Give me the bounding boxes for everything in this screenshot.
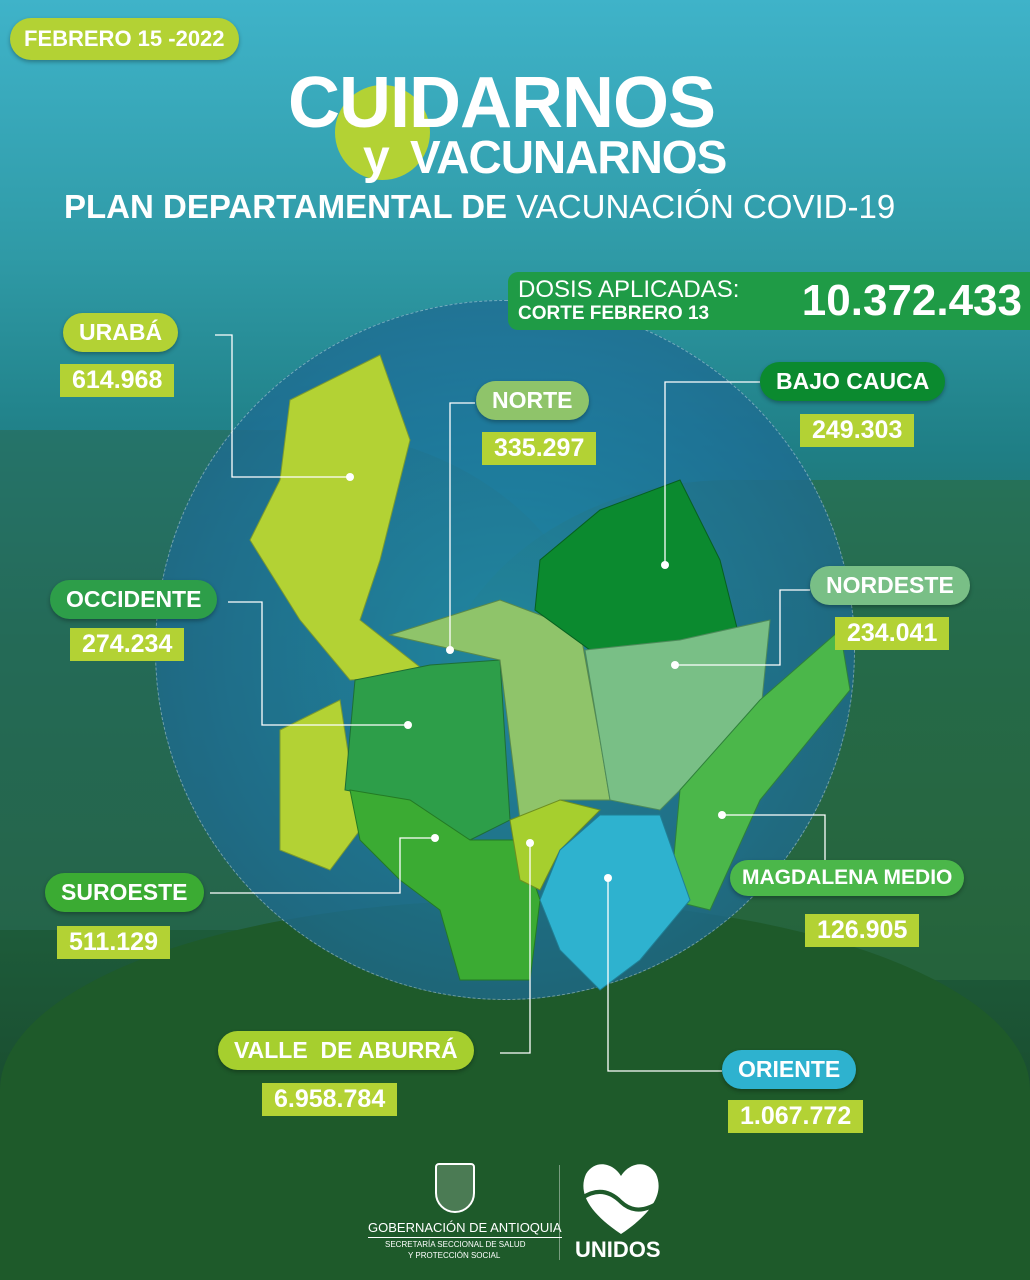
total-cutoff: CORTE FEBRERO 13 [518, 303, 710, 324]
region-value-suroeste: 511.129 [57, 926, 170, 959]
region-bajo-cauca [534, 479, 741, 651]
region-value-uraba: 614.968 [60, 364, 175, 397]
region-value-bajo-cauca: 249.303 [800, 414, 915, 447]
region-label-suroeste: SUROESTE [45, 873, 204, 912]
region-value-magdalena-medio: 126.905 [805, 914, 920, 947]
subtitle-bold: PLAN DEPARTAMENTAL DE [64, 188, 508, 225]
region-label-bajo-cauca: BAJO CAUCA [760, 362, 946, 401]
title-circle [335, 85, 430, 180]
region-label-uraba: URABÁ [63, 313, 179, 352]
title-line1: CUIDARNOS [288, 63, 716, 143]
gov-proteccion: Y PROTECCIÓN SOCIAL [408, 1251, 501, 1260]
total-label: DOSIS APLICADAS: [518, 276, 740, 303]
region-value-occidente: 274.234 [70, 628, 185, 661]
region-value-nordeste: 234.041 [835, 617, 950, 650]
subtitle: PLAN DEPARTAMENTAL DE VACUNACIÓN COVID-1… [64, 188, 895, 226]
region-oriente [539, 814, 691, 991]
region-value-valle-aburra: 6.958.784 [262, 1083, 398, 1116]
region-label-valle-aburra: VALLE DE ABURRÁ [218, 1031, 474, 1070]
gov-name: GOBERNACIÓN DE ANTIOQUIA [368, 1220, 562, 1238]
region-value-norte: 335.297 [482, 432, 597, 465]
title-y: y [363, 131, 390, 184]
region-label-occidente: OCCIDENTE [50, 580, 218, 619]
unidos-heart-logo [580, 1164, 664, 1234]
antioquia-coat-of-arms-logo [435, 1163, 475, 1213]
region-label-magdalena-medio: MAGDALENA MEDIO [730, 860, 965, 896]
subtitle-light: VACUNACIÓN COVID-19 [516, 188, 896, 225]
region-label-nordeste: NORDESTE [810, 566, 970, 605]
region-label-norte: NORTE [476, 381, 589, 420]
gov-secretaria: SECRETARÍA SECCIONAL DE SALUD [385, 1240, 526, 1249]
title-line2: VACUNARNOS [410, 131, 727, 183]
region-value-oriente: 1.067.772 [728, 1100, 864, 1133]
date-badge: FEBRERO 15 -2022 [10, 18, 239, 60]
unidos-text: UNIDOS [575, 1237, 661, 1262]
region-occidente [279, 699, 361, 871]
divider [559, 1165, 560, 1260]
total-box: DOSIS APLICADAS: CORTE FEBRERO 13 10.372… [508, 272, 1030, 330]
total-value: 10.372.433 [801, 276, 1022, 325]
region-label-oriente: ORIENTE [722, 1050, 857, 1089]
